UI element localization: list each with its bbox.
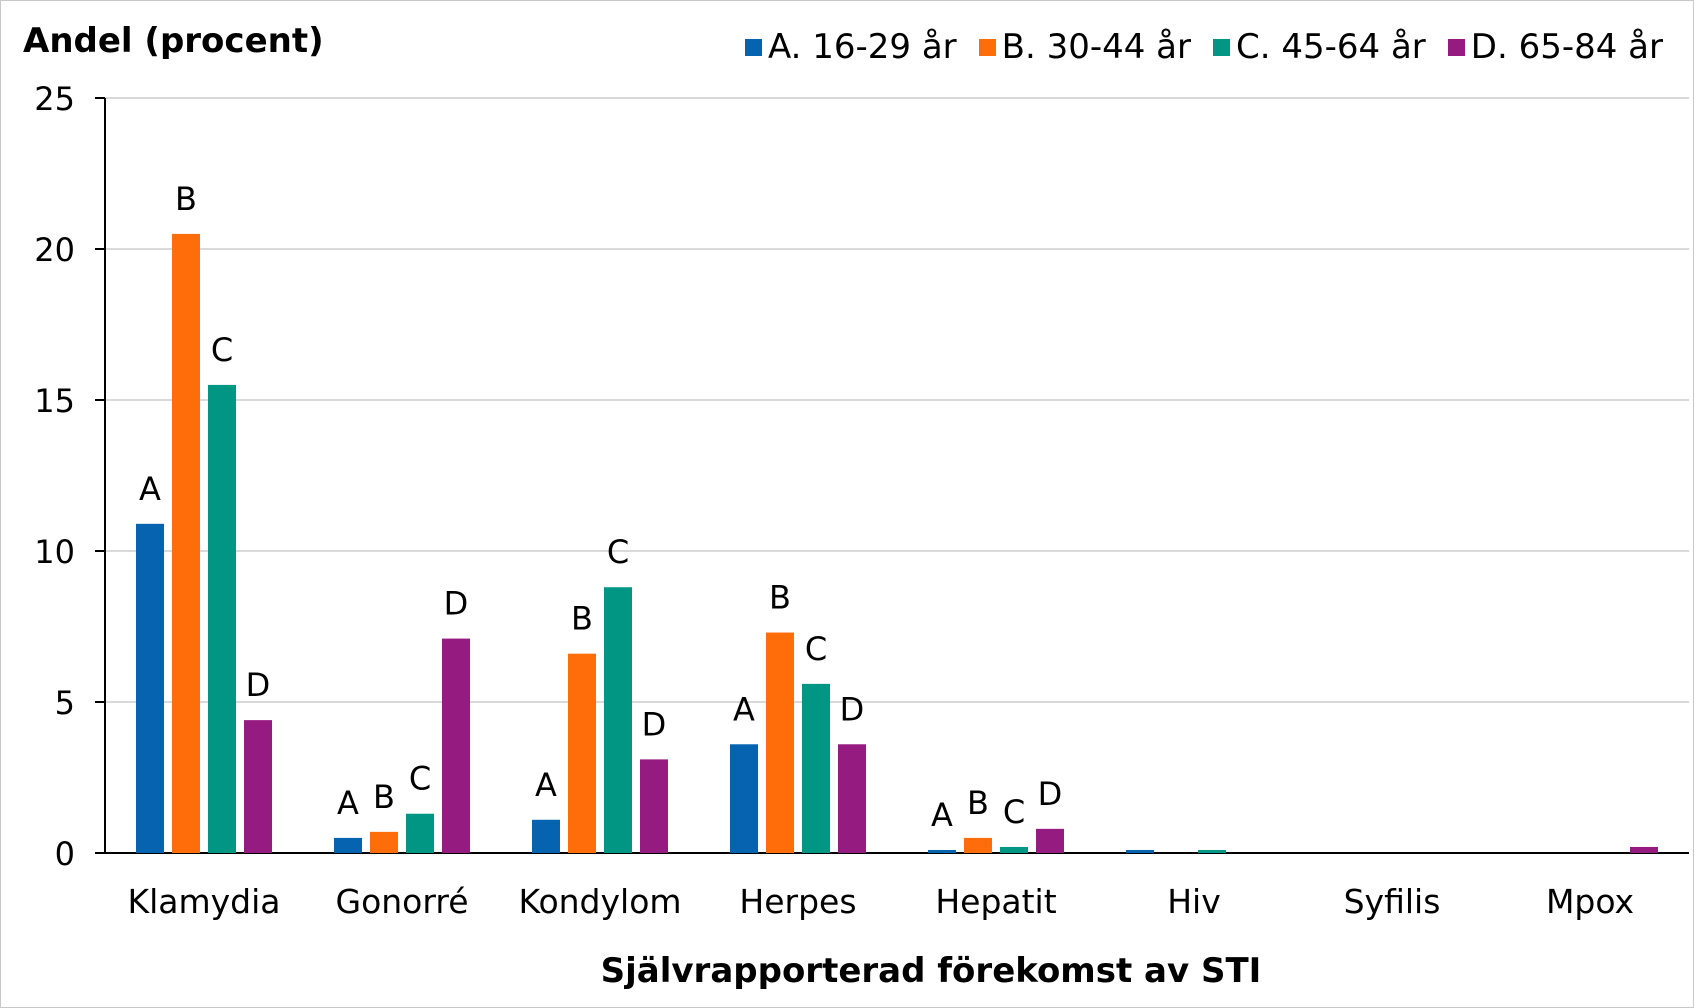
bar-label: B: [967, 784, 989, 822]
legend-label-a: A. 16-29 år: [767, 27, 957, 67]
bar-a-herpes: [730, 744, 758, 853]
legend-item-a: A. 16-29 år: [744, 27, 957, 67]
bar-c-klamydia: [208, 384, 236, 853]
x-tick-label: Mpox: [1546, 882, 1634, 921]
bar-b-herpes: [766, 632, 794, 853]
bar-d-mpox: [1630, 846, 1658, 853]
legend-label-c: C. 45-64 år: [1236, 27, 1426, 67]
legend-item-c: C. 45-64 år: [1213, 27, 1426, 67]
bar-c-kondylom: [604, 587, 632, 853]
bar-label: B: [373, 778, 395, 816]
bar-c-hiv: [1198, 849, 1226, 853]
bar-label: C: [607, 533, 629, 571]
legend-item-d: D. 65-84 år: [1447, 27, 1663, 67]
x-tick-label: Syfilis: [1344, 882, 1441, 921]
bar-label: A: [733, 690, 755, 728]
bar-d-herpes: [838, 744, 866, 853]
legend-item-b: B. 30-44 år: [978, 27, 1191, 67]
bar-a-kondylom: [532, 819, 560, 853]
bar-d-kondylom: [640, 759, 668, 853]
bar-label: A: [139, 470, 161, 508]
bar-b-klamydia: [172, 233, 200, 853]
y-tick-label: 25: [34, 80, 75, 118]
legend: A. 16-29 år B. 30-44 år C. 45-64 år D. 6…: [744, 27, 1663, 67]
bar-label: D: [840, 690, 865, 728]
bar-c-herpes: [802, 683, 830, 853]
bar-label: C: [805, 630, 827, 668]
legend-swatch-d: [1447, 38, 1465, 56]
legend-label-b: B. 30-44 år: [1001, 27, 1191, 67]
bar-b-hepatit: [964, 837, 992, 853]
x-tick-label: Hiv: [1167, 882, 1221, 921]
legend-label-d: D. 65-84 år: [1470, 27, 1663, 67]
legend-swatch-c: [1213, 38, 1230, 56]
bar-label: B: [571, 600, 593, 638]
bar-label: C: [211, 331, 233, 369]
bar-c-gonorré: [406, 813, 434, 853]
x-tick-label: Herpes: [739, 882, 856, 921]
x-tick-label: Klamydia: [127, 882, 280, 921]
legend-swatch-a: [744, 38, 762, 56]
y-axis-title: Andel (procent): [23, 21, 324, 61]
bar-c-hepatit: [1000, 846, 1028, 853]
x-tick-label: Gonorré: [336, 882, 469, 921]
bar-d-hepatit: [1036, 828, 1064, 853]
bar-label: D: [1038, 775, 1063, 813]
bar-label: A: [931, 796, 953, 834]
bar-d-gonorré: [442, 638, 470, 853]
legend-swatch-b: [978, 38, 996, 56]
y-tick-label: 20: [34, 231, 75, 269]
bar-label: D: [246, 666, 271, 704]
bar-label: D: [444, 585, 469, 623]
bar-label: C: [1003, 793, 1025, 831]
bar-label: B: [769, 579, 791, 617]
bar-label: A: [535, 766, 557, 804]
x-axis-title: Självrapporterad förekomst av STI: [600, 951, 1262, 991]
bar-a-klamydia: [136, 523, 164, 853]
bar-a-hepatit: [928, 849, 956, 853]
y-tick-label: 5: [55, 684, 75, 722]
y-tick-label: 15: [34, 382, 75, 420]
bar-b-kondylom: [568, 653, 596, 853]
bar-label: A: [337, 784, 359, 822]
y-tick-label: 0: [55, 835, 75, 873]
bar-b-gonorré: [370, 831, 398, 853]
bar-a-gonorré: [334, 837, 362, 853]
bar-d-klamydia: [244, 720, 272, 853]
bar-a-hiv: [1126, 849, 1154, 853]
x-tick-label: Hepatit: [935, 882, 1056, 921]
x-tick-label: Kondylom: [518, 882, 681, 921]
y-tick-label: 10: [34, 533, 75, 571]
bar-label: D: [642, 705, 667, 743]
bar-label: B: [175, 180, 197, 218]
bar-label: C: [409, 760, 431, 798]
